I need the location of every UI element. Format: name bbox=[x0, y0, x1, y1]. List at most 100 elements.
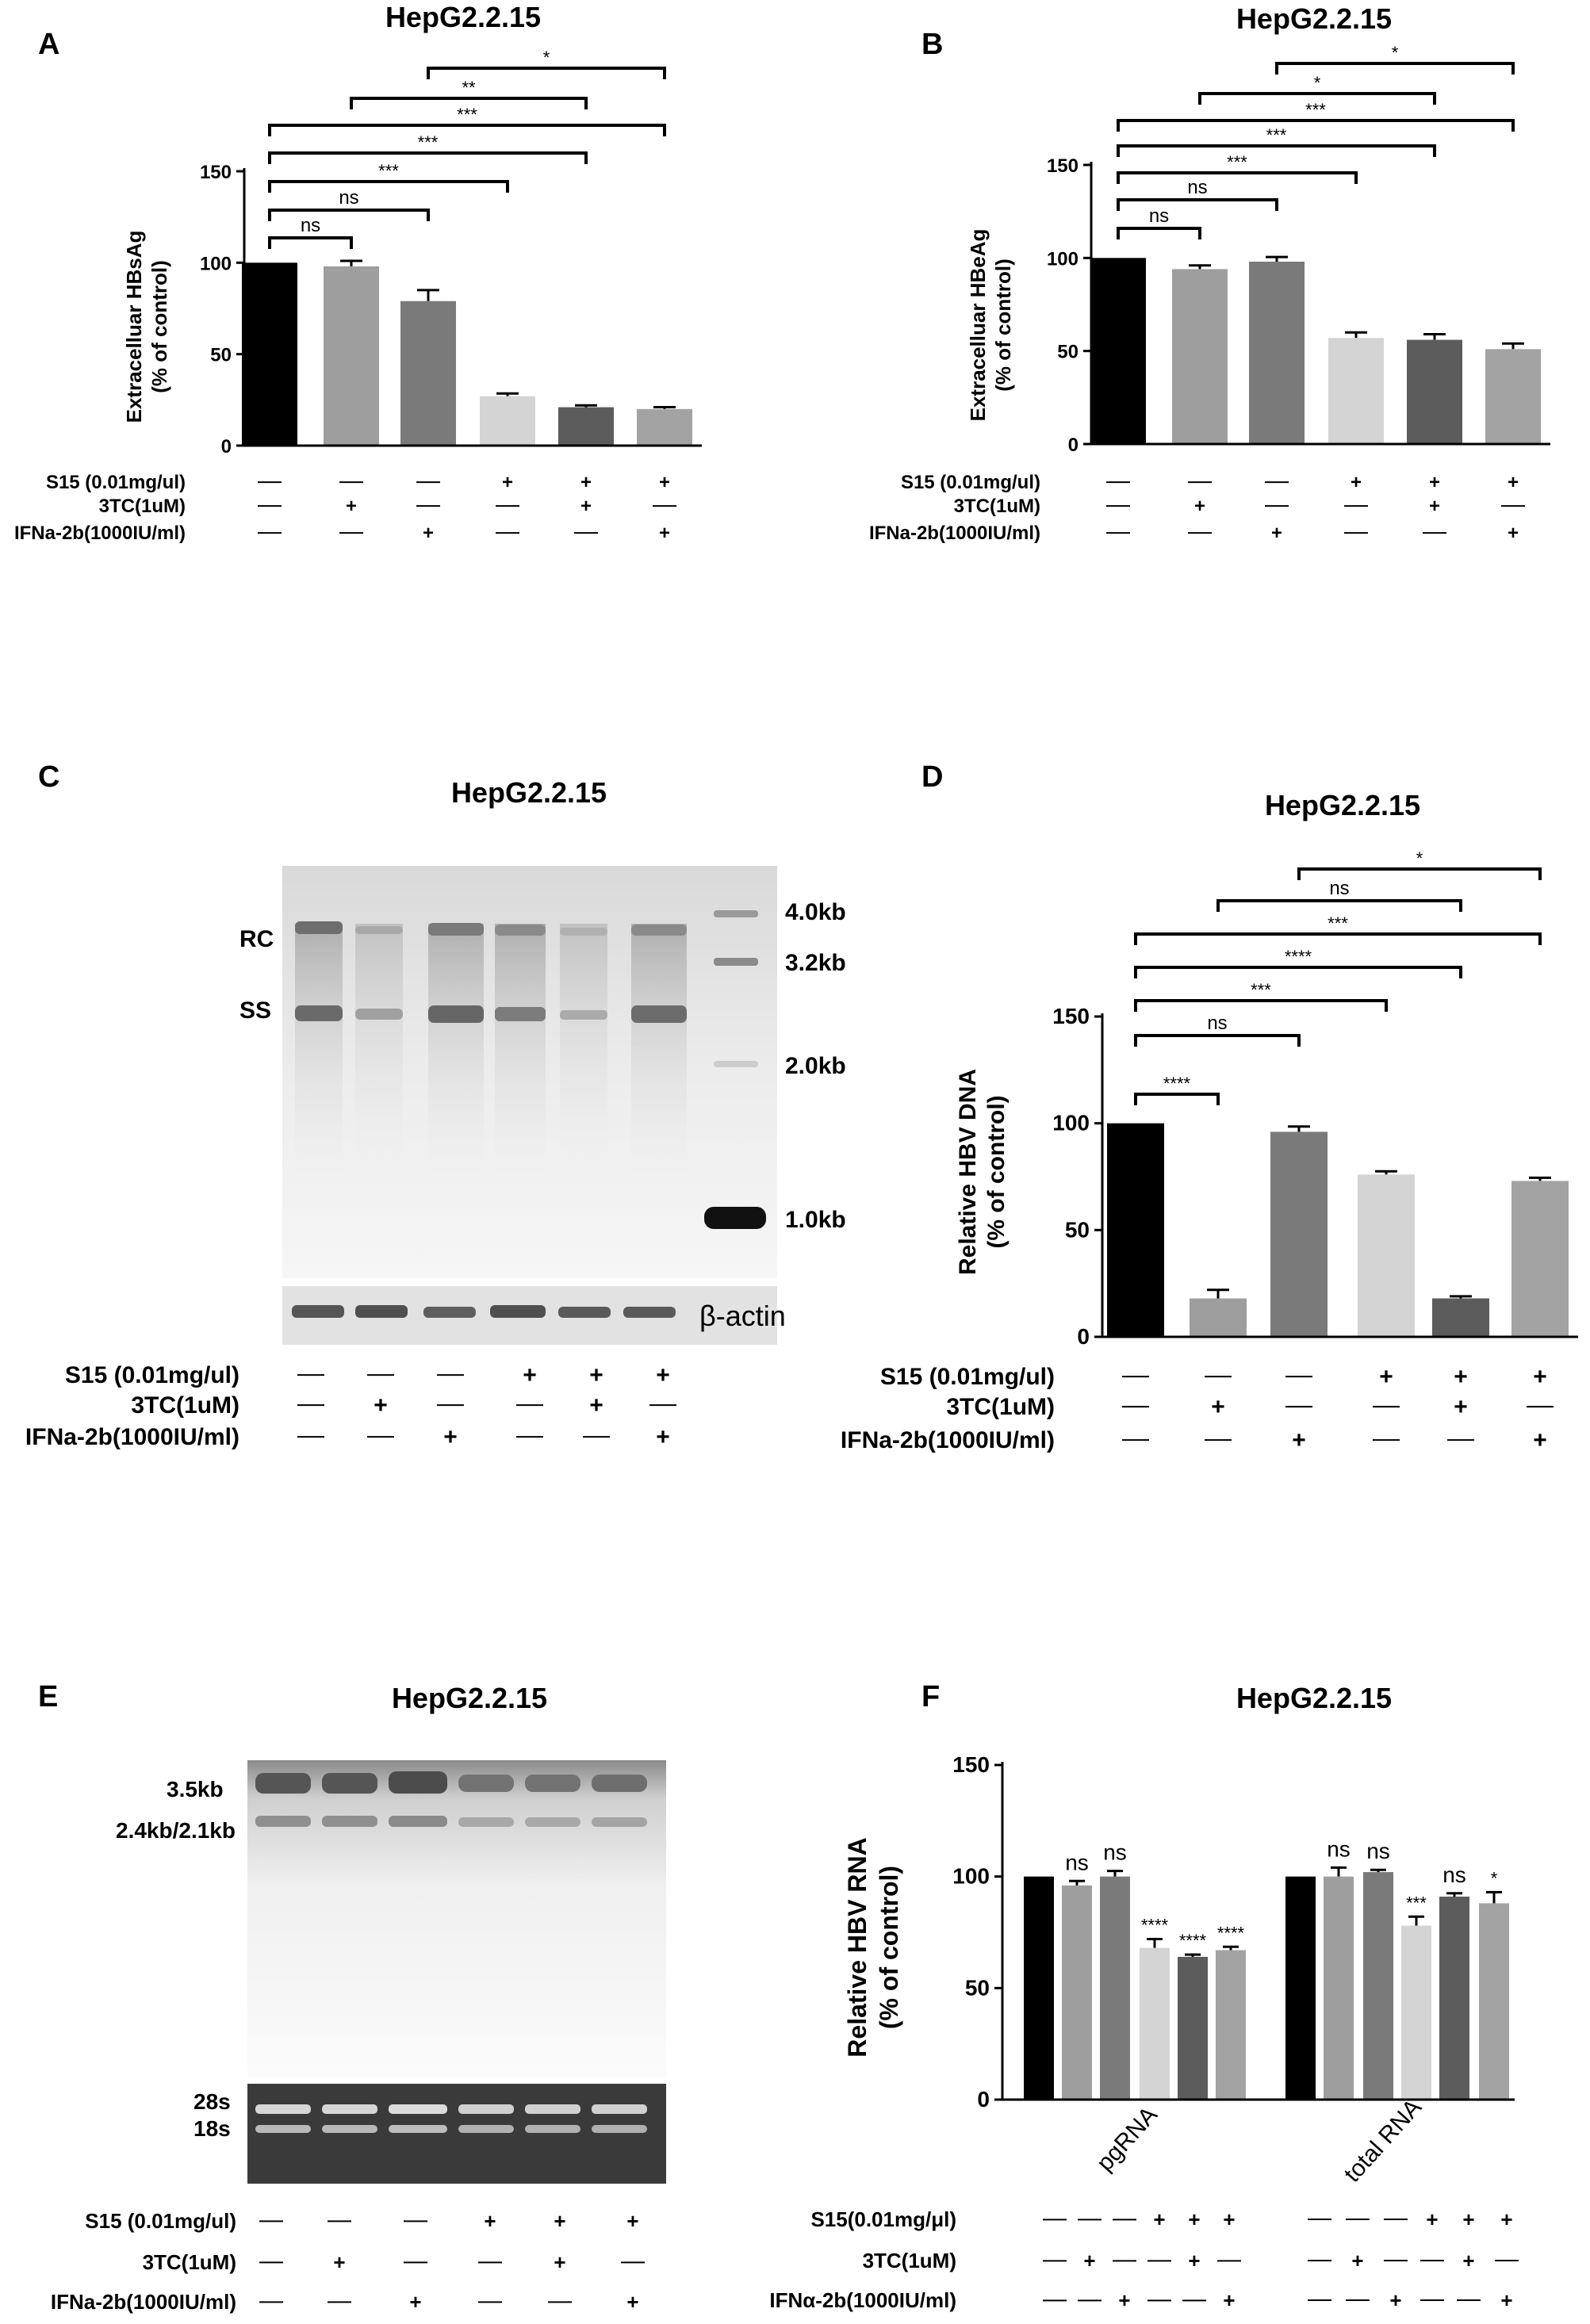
rrna-bands bbox=[255, 2104, 647, 2133]
condition-plus: + bbox=[1188, 2249, 1200, 2272]
condition-plus: + bbox=[374, 1392, 388, 1419]
label-18s: 18s bbox=[193, 2116, 231, 2141]
condition-row-label: S15 (0.01mg/ul) bbox=[46, 472, 186, 493]
condition-plus: + bbox=[580, 496, 592, 517]
significance-label: ** bbox=[462, 78, 476, 98]
blot-band-rc bbox=[428, 923, 484, 936]
panel-e-letter: E bbox=[38, 1680, 58, 1713]
panel-a-letter: A bbox=[38, 28, 59, 61]
blot-lane-smear bbox=[295, 924, 343, 1177]
significance-label: ns bbox=[1366, 1839, 1390, 1863]
significance-label: **** bbox=[1163, 1074, 1191, 1093]
rna-band-3-5kb bbox=[255, 1773, 311, 1794]
group-label-total-rna: total RNA bbox=[1339, 2094, 1427, 2187]
panel-f-title: HepG2.2.15 bbox=[1236, 1682, 1392, 1714]
condition-plus: + bbox=[656, 1424, 670, 1450]
condition-plus: + bbox=[1211, 1394, 1225, 1420]
bar bbox=[1285, 1876, 1316, 2100]
condition-plus: + bbox=[659, 523, 670, 544]
significance-bracket bbox=[1134, 932, 1542, 945]
panel-f-letter: F bbox=[921, 1680, 940, 1713]
y-tick-label: 150 bbox=[952, 1752, 990, 1777]
condition-plus: + bbox=[626, 2290, 638, 2314]
label-beta-actin: β-actin bbox=[699, 1300, 786, 1332]
rrna-band-28s bbox=[322, 2104, 377, 2114]
bar bbox=[1062, 1885, 1092, 2100]
y-tick-label: 100 bbox=[1052, 1111, 1090, 1135]
panel-b-title: HepG2.2.15 bbox=[1236, 2, 1392, 35]
significance-label: *** bbox=[1328, 913, 1348, 933]
bar bbox=[1249, 262, 1305, 444]
rrna-band-28s bbox=[255, 2104, 311, 2114]
marker-band bbox=[714, 910, 758, 917]
y-tick-label: 50 bbox=[965, 1975, 990, 2000]
y-tick-label: 0 bbox=[221, 436, 232, 458]
panel-e: E HepG2.2.15 bbox=[38, 1680, 666, 2184]
significance-label: **** bbox=[1285, 947, 1312, 967]
panel-a-ylabel-line2: (% of control) bbox=[148, 260, 171, 393]
rna-band-2-4kb bbox=[322, 1816, 377, 1827]
condition-row-label: S15 (0.01mg/ul) bbox=[880, 1364, 1055, 1390]
significance-label: *** bbox=[378, 161, 399, 181]
condition-plus: + bbox=[1533, 1364, 1547, 1390]
condition-row-label: IFNα-2b(1000IU/ml) bbox=[769, 2288, 956, 2312]
panel-d-letter: D bbox=[921, 760, 943, 794]
blot-band-rc bbox=[560, 928, 607, 936]
condition-row-label: S15 (0.01mg/ul) bbox=[65, 1362, 239, 1388]
significance-bracket bbox=[268, 124, 666, 136]
significance-label: ns bbox=[1329, 878, 1349, 899]
condition-plus: + bbox=[1508, 472, 1519, 493]
rrna-band-18s bbox=[458, 2125, 514, 2133]
condition-row-label: IFNa-2b(1000IU/ml) bbox=[51, 2290, 236, 2314]
panel-f-ylabel-line2: (% of control) bbox=[875, 1866, 903, 2029]
condition-row-label: 3TC(1uM) bbox=[143, 2250, 236, 2274]
blot-band-rc bbox=[295, 921, 343, 934]
label-2-4kb: 2.4kb/2.1kb bbox=[116, 1818, 236, 1843]
condition-plus: + bbox=[626, 2209, 638, 2233]
label-rc: RC bbox=[239, 926, 274, 952]
panel-c-letter: C bbox=[38, 760, 59, 794]
bar bbox=[1172, 269, 1228, 444]
condition-row-label: IFNa-2b(1000IU/ml) bbox=[25, 1424, 239, 1450]
y-tick-label: 0 bbox=[1068, 435, 1079, 456]
significance-label: ns bbox=[1065, 1850, 1089, 1874]
panel-b-ylabel-line1: Extracelluar HBeAg bbox=[966, 229, 990, 422]
marker-4kb: 4.0kb bbox=[785, 899, 846, 925]
bar bbox=[1178, 1956, 1208, 2100]
condition-plus: + bbox=[484, 2209, 496, 2233]
label-ss: SS bbox=[239, 997, 271, 1024]
marker-1kb: 1.0kb bbox=[785, 1207, 846, 1233]
condition-plus: + bbox=[1389, 2288, 1401, 2312]
marker-3-2kb: 3.2kb bbox=[785, 950, 846, 976]
condition-plus: + bbox=[1462, 2207, 1474, 2231]
rrna-band-18s bbox=[322, 2125, 377, 2133]
condition-row-label: 3TC(1uM) bbox=[946, 1394, 1055, 1420]
bar bbox=[1511, 1181, 1569, 1337]
significance-bracket bbox=[1117, 171, 1358, 184]
significance-label: *** bbox=[1305, 100, 1326, 120]
y-tick-label: 50 bbox=[1057, 342, 1079, 363]
bar bbox=[1107, 1123, 1164, 1337]
y-tick-label: 50 bbox=[1065, 1217, 1090, 1242]
group-label-pgrna: pgRNA bbox=[1092, 2102, 1163, 2177]
bar bbox=[1328, 338, 1384, 444]
y-tick-label: 150 bbox=[1052, 1004, 1090, 1028]
condition-plus: + bbox=[523, 1362, 537, 1388]
significance-bracket bbox=[1134, 1034, 1301, 1047]
panel-f-ylabel-line1: Relative HBV RNA bbox=[843, 1837, 872, 2057]
bar bbox=[400, 301, 456, 446]
rrna-band-28s bbox=[592, 2104, 647, 2114]
marker-band bbox=[714, 958, 758, 966]
significance-bracket bbox=[427, 67, 666, 79]
significance-label: * bbox=[1314, 73, 1321, 93]
bar bbox=[1432, 1298, 1489, 1337]
condition-plus: + bbox=[1508, 523, 1519, 544]
y-tick-label: 100 bbox=[1047, 248, 1079, 270]
rna-band-2-4kb bbox=[389, 1816, 447, 1827]
panel-d: D HepG2.2.15 050100150****ns**********ns… bbox=[921, 760, 1578, 1349]
condition-plus: + bbox=[346, 496, 357, 517]
significance-label: *** bbox=[1251, 980, 1271, 1000]
condition-plus: + bbox=[656, 1362, 670, 1388]
